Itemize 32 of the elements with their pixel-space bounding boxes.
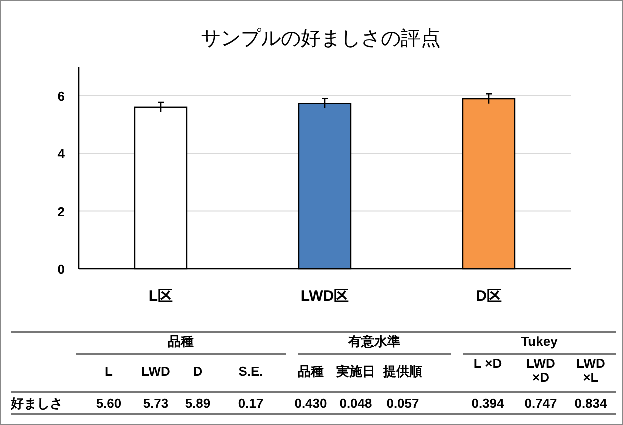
text: 0.747 [524, 396, 558, 411]
y-tick-label: 2 [58, 204, 65, 220]
text: S.E. [238, 364, 264, 379]
text: 0.430 [294, 396, 328, 411]
text: L ×D [473, 356, 503, 371]
x-tick-label: L区 [148, 288, 174, 305]
y-tick-label: 0 [58, 262, 65, 277]
text: 0.394 [470, 396, 506, 411]
text: D [192, 364, 204, 379]
chart-title: サンプルの好ましさの評点 [201, 26, 441, 50]
x-tick-label: D区 [476, 288, 502, 305]
text: 5.89 [184, 396, 212, 411]
text: LWD ×D [526, 356, 556, 385]
y-tick-label: 6 [58, 88, 65, 104]
text: 有意水準 [347, 334, 402, 349]
text: 5.73 [142, 396, 170, 411]
text: 好ましさ [10, 396, 64, 411]
text: 提供順 [382, 364, 424, 379]
text: Tukey [520, 334, 559, 349]
text: 0.048 [338, 396, 374, 411]
text: 実施日 [336, 364, 376, 379]
text: 0.834 [574, 396, 608, 411]
text: 0.057 [386, 396, 420, 411]
text: 5.60 [95, 396, 123, 411]
text: LWD [140, 364, 172, 379]
text: 品種 [167, 334, 195, 349]
x-tick-label: LWD区 [300, 288, 350, 305]
text: 品種 [297, 364, 325, 379]
text: LWD ×L [576, 356, 606, 385]
y-tick-label: 4 [58, 146, 66, 162]
text: 0.17 [237, 396, 265, 411]
text: L [104, 364, 114, 379]
